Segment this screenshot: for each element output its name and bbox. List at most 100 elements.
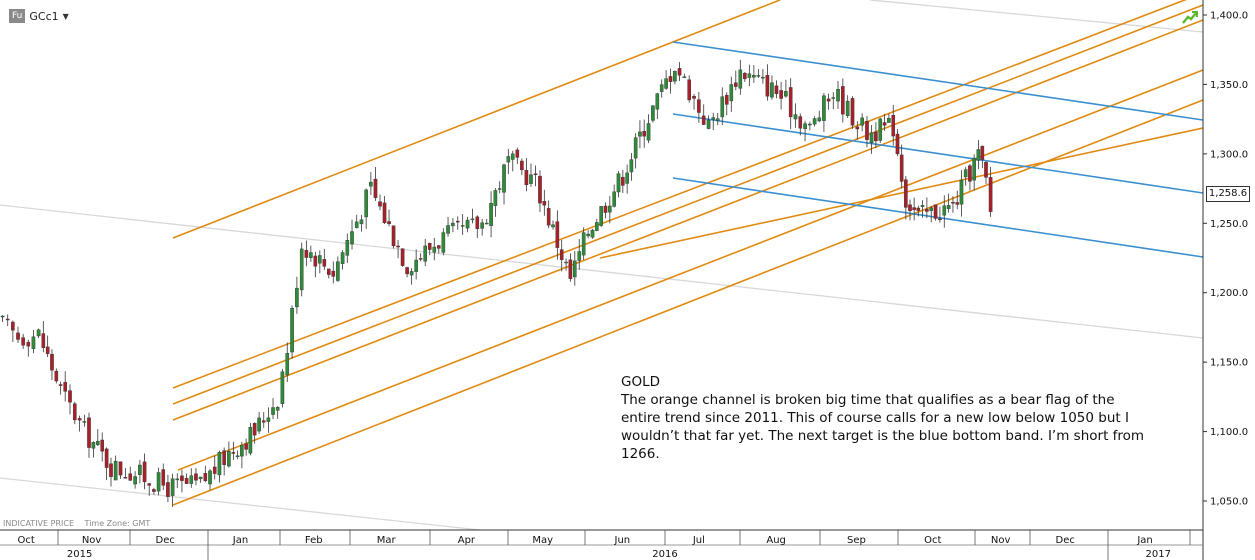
- candle: [959, 170, 964, 217]
- candle-body: [899, 154, 904, 182]
- candle: [11, 320, 15, 342]
- candle: [104, 447, 109, 480]
- candle: [747, 64, 752, 87]
- candle: [36, 328, 41, 339]
- candle: [629, 153, 634, 181]
- x-tick-label: Sep: [847, 535, 866, 546]
- candle-body: [788, 87, 793, 118]
- candle: [621, 169, 625, 193]
- candle: [972, 154, 976, 191]
- candle: [147, 483, 152, 496]
- analysis-note: GOLD The orange channel is broken big ti…: [621, 373, 1151, 463]
- candle: [0, 315, 5, 322]
- exchange-badge: Fu: [9, 9, 26, 23]
- candle-body: [882, 122, 887, 126]
- candle: [984, 161, 988, 184]
- candle: [729, 76, 734, 112]
- blue-channel-line: [672, 113, 1203, 194]
- candle-body: [156, 472, 161, 492]
- candle-body: [845, 100, 850, 117]
- candle: [651, 105, 655, 123]
- x-tick-label: Mar: [377, 535, 397, 546]
- candle-body: [878, 118, 883, 141]
- candle: [899, 144, 904, 189]
- candle: [980, 145, 985, 169]
- chevron-down-icon[interactable]: ▼: [62, 11, 69, 21]
- candle: [715, 112, 720, 126]
- candle-body: [318, 255, 322, 264]
- candle-body: [58, 384, 63, 386]
- last-price-tag: 1,258.6: [1206, 186, 1250, 202]
- candle-body: [109, 463, 113, 477]
- x-tick-label: Dec: [1056, 535, 1075, 546]
- candle-body: [261, 420, 266, 423]
- candle: [874, 122, 878, 148]
- candle-body: [82, 421, 87, 423]
- orange-channel-line: [177, 69, 1203, 471]
- candle: [590, 228, 595, 239]
- candle-body: [470, 218, 475, 221]
- candle: [779, 81, 783, 110]
- candle: [808, 121, 812, 131]
- candle-body: [743, 72, 747, 80]
- candle: [161, 463, 166, 490]
- candle-body: [860, 117, 864, 126]
- symbol-selector[interactable]: Fu GCc1 ▼: [9, 8, 69, 24]
- candle: [100, 432, 104, 462]
- candle-body: [655, 93, 660, 110]
- candle-body: [599, 206, 603, 226]
- candle: [31, 329, 36, 354]
- candle: [752, 65, 756, 83]
- blue-channel-line: [672, 177, 1203, 258]
- candle-body: [841, 86, 845, 115]
- candle-body: [87, 417, 91, 448]
- candle: [520, 158, 524, 176]
- candle: [577, 239, 582, 270]
- candle: [290, 305, 294, 359]
- candle: [244, 438, 248, 456]
- candle: [266, 407, 271, 433]
- candle: [817, 110, 822, 123]
- candle-body: [235, 455, 240, 457]
- candle-body: [465, 219, 470, 229]
- candle: [437, 244, 441, 254]
- candle-body: [595, 222, 599, 231]
- candle: [933, 204, 938, 221]
- candle-body: [77, 418, 82, 421]
- candle: [743, 72, 747, 82]
- candle: [21, 333, 25, 350]
- candle-body: [446, 225, 450, 234]
- candle: [446, 217, 450, 237]
- candle-body: [0, 315, 5, 318]
- candle: [869, 125, 874, 154]
- candle-body: [752, 75, 756, 78]
- candle-body: [68, 390, 72, 403]
- x-tick-label: Apr: [458, 535, 476, 546]
- candle: [538, 170, 542, 212]
- candle: [180, 469, 184, 493]
- candle-body: [865, 120, 869, 140]
- candle-body: [387, 221, 391, 225]
- candle: [257, 411, 261, 434]
- candle-body: [555, 221, 560, 248]
- candle-body: [651, 105, 655, 121]
- candle: [865, 115, 869, 148]
- candle-body: [697, 99, 701, 113]
- candle: [470, 208, 475, 224]
- candle-body: [502, 164, 506, 193]
- candle: [63, 371, 67, 402]
- candle: [822, 93, 826, 133]
- candle: [451, 218, 455, 233]
- candle: [895, 128, 900, 157]
- candle: [878, 117, 883, 144]
- candle-body: [222, 450, 226, 465]
- candle-body: [590, 229, 595, 238]
- candle-body: [414, 259, 418, 272]
- signal-icon: [1182, 11, 1198, 24]
- candle-body: [963, 169, 968, 178]
- candle: [54, 368, 59, 384]
- orange-channel-line: [172, 19, 1203, 421]
- candle: [711, 112, 716, 131]
